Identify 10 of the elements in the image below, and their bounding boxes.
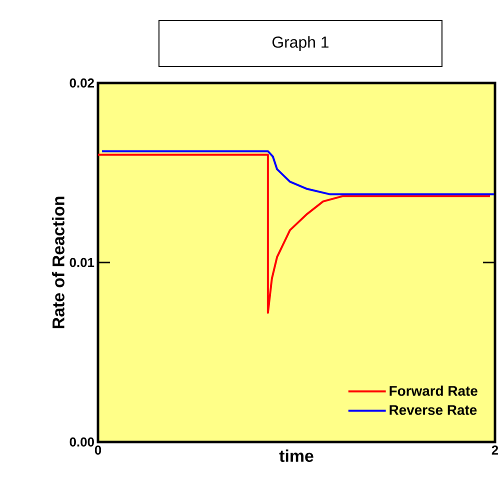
y-tick-label: 0.02 [70,78,94,88]
legend-label: Forward Rate [390,386,478,396]
y-tick-label: 0.00 [70,437,94,447]
x-tick-label: 2 [492,446,498,455]
y-tick-label: 0.01 [70,258,94,268]
legend-label: Reverse Rate [390,405,477,415]
y-axis-title: Rate of Reaction [52,196,64,328]
x-axis-title: time [279,450,314,462]
x-tick-label: 0 [94,446,102,455]
chart-title: Graph 1 [272,36,328,51]
